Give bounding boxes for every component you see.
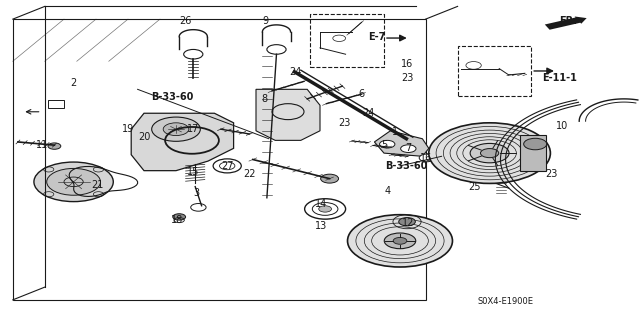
Text: 5: 5 bbox=[381, 140, 387, 150]
Text: 7: 7 bbox=[405, 143, 412, 153]
Bar bbox=[13, 19, 426, 300]
Text: 25: 25 bbox=[468, 182, 481, 192]
Text: 14: 14 bbox=[315, 199, 328, 209]
Text: 16: 16 bbox=[420, 153, 433, 163]
Text: 19: 19 bbox=[122, 124, 134, 134]
Text: 27: 27 bbox=[221, 161, 234, 171]
Circle shape bbox=[319, 206, 332, 212]
Bar bbox=[458, 46, 531, 96]
FancyArrow shape bbox=[545, 17, 587, 30]
Text: 15: 15 bbox=[187, 167, 200, 177]
Polygon shape bbox=[374, 131, 429, 156]
Circle shape bbox=[47, 168, 100, 195]
Text: 9: 9 bbox=[262, 16, 269, 26]
Polygon shape bbox=[131, 113, 234, 171]
Text: 23: 23 bbox=[401, 73, 413, 83]
Text: 3: 3 bbox=[193, 188, 200, 198]
Text: E-11-1: E-11-1 bbox=[543, 73, 577, 83]
Circle shape bbox=[419, 154, 435, 162]
Text: 26: 26 bbox=[179, 16, 192, 26]
Text: 22: 22 bbox=[243, 169, 256, 179]
Text: 16: 16 bbox=[401, 59, 413, 69]
Text: 1: 1 bbox=[392, 127, 398, 137]
Circle shape bbox=[321, 174, 339, 183]
Text: 24: 24 bbox=[362, 108, 375, 118]
Text: 21: 21 bbox=[91, 180, 104, 190]
Circle shape bbox=[470, 144, 509, 163]
Text: E-7: E-7 bbox=[367, 32, 385, 42]
Text: 23: 23 bbox=[338, 118, 351, 128]
Circle shape bbox=[384, 233, 416, 249]
Bar bbox=[310, 14, 384, 67]
Text: 12: 12 bbox=[402, 218, 415, 228]
Circle shape bbox=[524, 138, 547, 150]
Circle shape bbox=[401, 145, 416, 152]
Circle shape bbox=[152, 117, 200, 141]
Text: 24: 24 bbox=[289, 67, 302, 77]
Text: FR.: FR. bbox=[559, 16, 577, 26]
Text: 10: 10 bbox=[556, 121, 568, 131]
Bar bbox=[48, 100, 64, 108]
Circle shape bbox=[393, 237, 407, 244]
Text: B-33-60: B-33-60 bbox=[152, 92, 194, 102]
Text: 2: 2 bbox=[70, 78, 77, 88]
Text: 6: 6 bbox=[358, 89, 365, 99]
Polygon shape bbox=[256, 89, 320, 140]
Circle shape bbox=[481, 149, 499, 158]
Circle shape bbox=[34, 162, 113, 202]
Text: 4: 4 bbox=[384, 186, 390, 197]
Text: S0X4-E1900E: S0X4-E1900E bbox=[477, 297, 534, 306]
Circle shape bbox=[380, 140, 395, 148]
Text: 20: 20 bbox=[138, 132, 150, 142]
Circle shape bbox=[48, 143, 61, 149]
Text: 11: 11 bbox=[35, 140, 48, 150]
Circle shape bbox=[399, 218, 415, 226]
Text: 23: 23 bbox=[545, 169, 558, 179]
Bar bbox=[520, 135, 545, 171]
Text: 17: 17 bbox=[187, 124, 200, 134]
Text: 13: 13 bbox=[315, 221, 328, 232]
Text: B-33-60: B-33-60 bbox=[385, 161, 428, 171]
Circle shape bbox=[348, 215, 452, 267]
Text: 8: 8 bbox=[261, 94, 268, 104]
Circle shape bbox=[173, 214, 186, 220]
Circle shape bbox=[429, 123, 550, 183]
Circle shape bbox=[163, 123, 189, 136]
Text: 18: 18 bbox=[171, 215, 184, 225]
